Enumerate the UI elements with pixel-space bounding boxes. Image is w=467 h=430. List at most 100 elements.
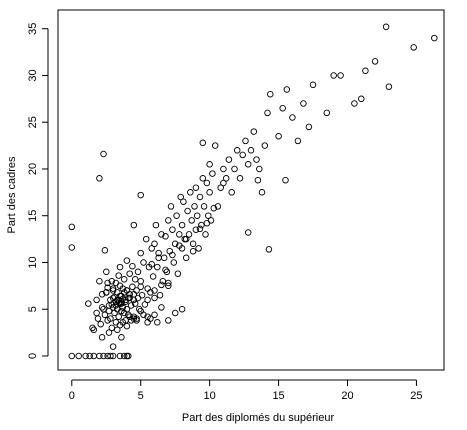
data-point: [189, 247, 197, 255]
data-point: [116, 352, 124, 360]
data-point: [196, 225, 204, 233]
data-point: [206, 161, 213, 168]
y-tick-label: 30: [27, 69, 39, 81]
data-point: [199, 175, 207, 182]
data-point: [108, 277, 116, 285]
data-point: [193, 212, 201, 219]
data-point: [217, 184, 224, 191]
data-point: [196, 193, 204, 201]
data-point: [94, 315, 102, 322]
data-point: [410, 44, 417, 51]
data-point: [115, 272, 122, 279]
data-point: [220, 179, 227, 187]
data-point: [116, 263, 124, 271]
data-point: [105, 329, 113, 336]
data-point: [160, 254, 168, 262]
data-point: [187, 189, 194, 196]
data-point: [127, 302, 135, 309]
data-point: [98, 304, 106, 311]
data-point: [144, 319, 151, 326]
data-point: [133, 317, 140, 324]
data-point: [385, 83, 393, 90]
data-point: [228, 189, 235, 196]
data-point: [125, 311, 132, 319]
data-point: [188, 217, 195, 224]
data-point: [96, 352, 103, 360]
data-point: [231, 165, 238, 173]
data-point: [174, 270, 182, 277]
data-point: [75, 352, 82, 360]
data-point: [101, 311, 109, 319]
data-point: [68, 244, 76, 251]
y-tick-label: 35: [27, 23, 39, 35]
y-axis-title: Part des cadres: [6, 156, 18, 234]
data-point: [118, 334, 125, 341]
data-point: [158, 281, 165, 289]
data-point: [147, 315, 154, 322]
data-point: [165, 217, 172, 224]
data-point: [100, 352, 107, 360]
y-tick-label: 20: [27, 163, 39, 175]
data-point: [170, 259, 178, 266]
data-point: [166, 247, 173, 255]
data-point: [151, 240, 158, 248]
data-point: [130, 221, 138, 229]
data-point: [337, 72, 344, 79]
data-point: [151, 287, 158, 294]
data-point: [151, 294, 158, 302]
data-point: [89, 324, 96, 332]
data-point: [178, 221, 186, 229]
data-point: [294, 137, 302, 145]
data-point: [162, 233, 169, 240]
data-point: [93, 296, 100, 304]
data-point: [138, 291, 146, 299]
data-point: [275, 132, 282, 140]
data-point: [103, 268, 110, 276]
data-point: [330, 72, 337, 79]
data-point: [178, 305, 186, 313]
data-point: [137, 277, 144, 285]
data-point: [177, 193, 184, 201]
data-point: [126, 313, 133, 320]
data-point: [109, 294, 117, 302]
x-axis: 0 5 10 15 20 25: [69, 379, 423, 402]
data-point: [250, 128, 258, 135]
data-point: [68, 352, 76, 360]
data-point: [253, 156, 260, 163]
data-point: [167, 203, 175, 210]
data-point: [85, 300, 92, 307]
x-tick-label: 0: [69, 390, 75, 402]
data-point: [156, 291, 164, 299]
data-point: [126, 294, 133, 302]
data-point: [123, 287, 131, 294]
data-point: [107, 315, 114, 322]
data-point: [182, 254, 190, 262]
data-point: [100, 305, 107, 313]
data-point: [107, 352, 114, 360]
data-point: [151, 311, 158, 319]
data-point: [96, 175, 103, 182]
data-point: [247, 147, 255, 154]
data-point: [233, 147, 241, 154]
data-point: [104, 279, 111, 287]
data-point: [206, 189, 213, 196]
data-point: [123, 322, 131, 330]
data-point: [180, 198, 187, 205]
data-point: [130, 291, 138, 298]
data-point: [144, 296, 151, 304]
data-point: [122, 296, 129, 304]
data-point: [323, 109, 331, 117]
data-point: [222, 175, 230, 182]
data-point: [171, 240, 179, 248]
data-point: [220, 165, 227, 173]
data-point: [351, 100, 358, 107]
x-axis-title: Part des diplomés du supérieur: [182, 412, 335, 424]
data-point: [214, 203, 222, 210]
data-point: [97, 320, 104, 328]
data-point: [131, 276, 139, 283]
data-point: [129, 283, 136, 291]
data-point: [176, 231, 183, 238]
data-point: [289, 114, 296, 121]
data-point: [129, 262, 136, 270]
data-point: [155, 254, 162, 262]
